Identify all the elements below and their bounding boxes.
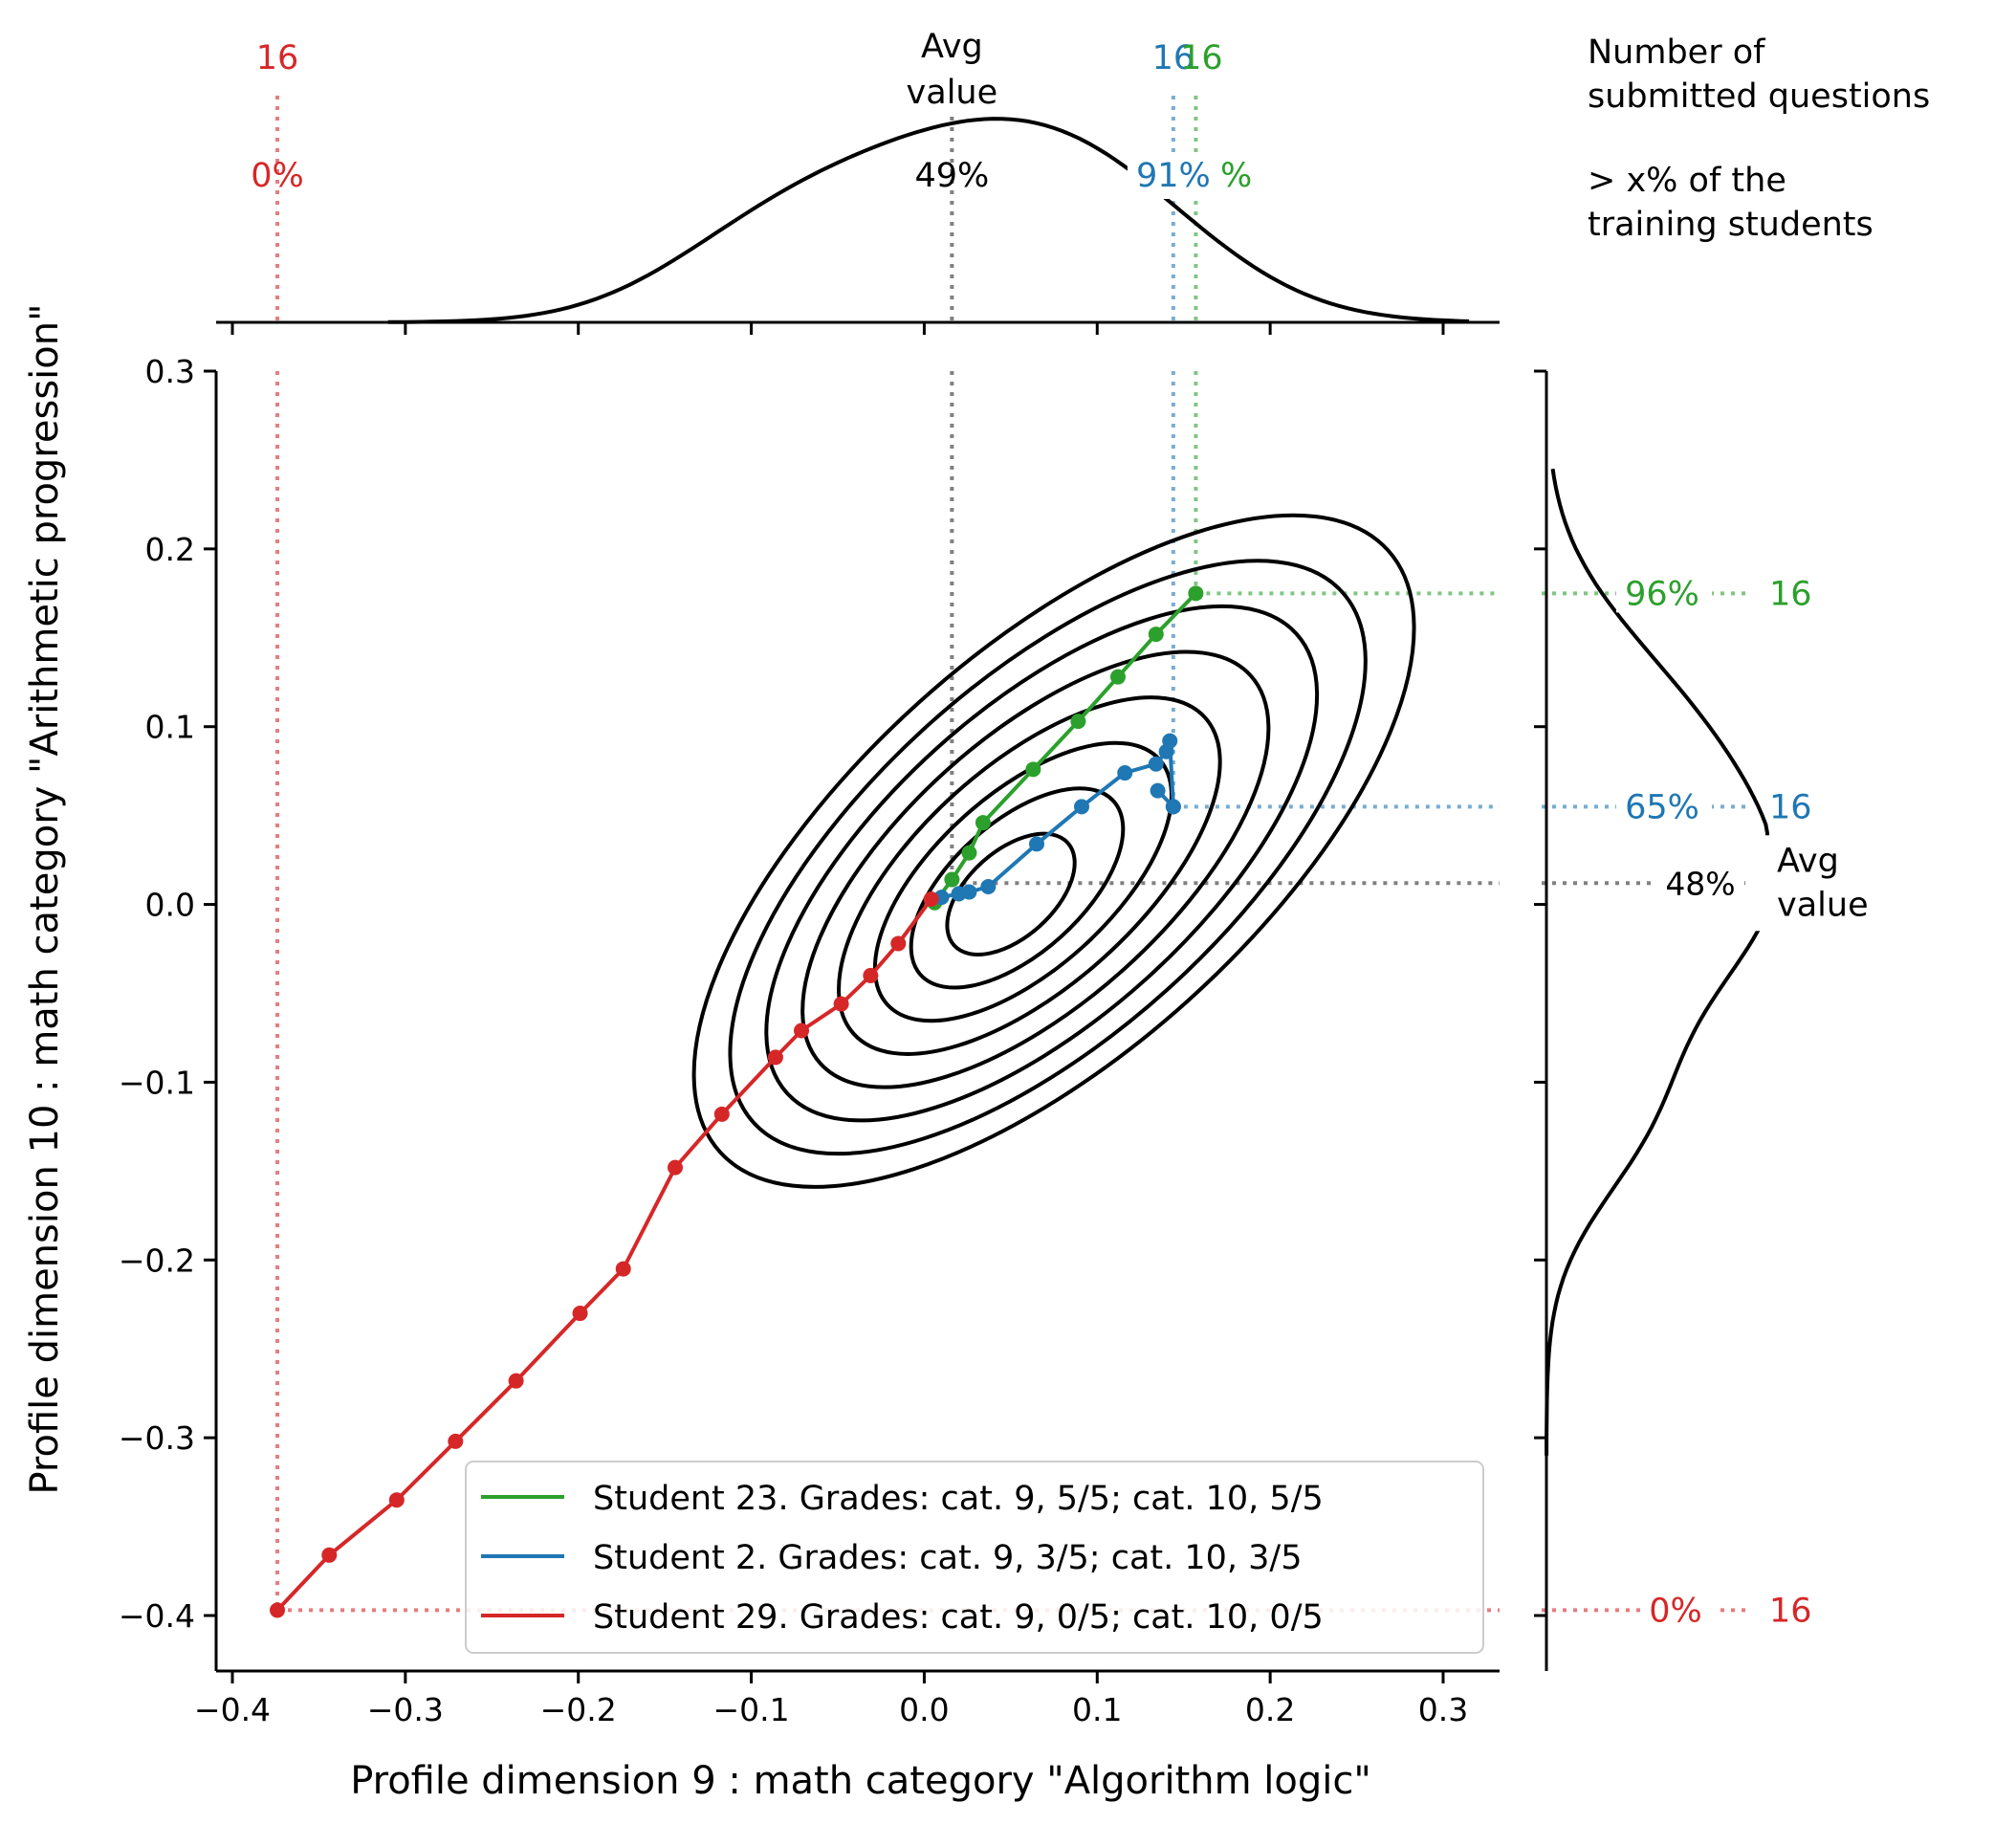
- y-tick-label: 0.3: [145, 353, 195, 390]
- right-count-red: 16: [1769, 1592, 1812, 1630]
- series-point-1: [961, 884, 977, 900]
- legend: Student 23. Grades: cat. 9, 5/5; cat. 10…: [465, 1461, 1484, 1654]
- series-point-0: [944, 871, 960, 888]
- label-background: [1752, 835, 1876, 932]
- series-point-2: [448, 1433, 464, 1449]
- y-tick-label: 0.0: [145, 887, 195, 924]
- series-point-2: [923, 891, 939, 907]
- density-contour: [945, 831, 1077, 956]
- avg-label-right-line1: Avg: [1777, 842, 1839, 880]
- info-line-2: submitted questions: [1588, 77, 1930, 116]
- series-point-2: [388, 1492, 405, 1508]
- density-contour: [764, 604, 1320, 1123]
- top-marginal-density: [387, 117, 1470, 324]
- label-background: [1616, 564, 1712, 613]
- x-tick-label: 0.2: [1245, 1691, 1295, 1728]
- info-line-1: Number of: [1588, 33, 1765, 72]
- series-point-2: [615, 1261, 631, 1277]
- avg-label-top-line1: Avg: [921, 28, 983, 66]
- series-point-0: [1188, 585, 1204, 602]
- avg-percent-right: 48%: [1665, 865, 1735, 902]
- series-point-0: [1148, 627, 1164, 643]
- top-count-green: 16: [1180, 39, 1223, 77]
- series-point-2: [890, 935, 907, 952]
- density-contour: [800, 649, 1271, 1089]
- right-percent-blue: 65%: [1625, 788, 1699, 826]
- axes: −0.4 −0.3 −0.2 −0.1 0.0 0.1 0.2 0.3 −0.4 −0.3 −0.2…: [119, 353, 1500, 1728]
- top-count-red: 16: [256, 39, 299, 77]
- density-contour: [691, 513, 1416, 1189]
- x-axis-label: Profile dimension 9 : math category "Alg…: [350, 1759, 1371, 1803]
- series-point-2: [713, 1106, 730, 1122]
- series-point-0: [1025, 761, 1041, 778]
- series-point-2: [270, 1602, 286, 1618]
- series-point-2: [767, 1049, 783, 1066]
- top-percent-red: 0%: [251, 157, 304, 195]
- series-point-2: [508, 1373, 524, 1389]
- series-point-0: [961, 845, 977, 861]
- right-count-green: 16: [1769, 575, 1812, 613]
- label-background: [1640, 1581, 1717, 1630]
- right-count-blue: 16: [1769, 788, 1812, 826]
- series-point-1: [1028, 836, 1044, 852]
- right-marginal-density: [1545, 468, 1769, 1456]
- right-percent-green: 96%: [1625, 575, 1699, 613]
- info-line-3: > x% of the: [1588, 162, 1786, 200]
- x-tick-label: 0.1: [1072, 1691, 1122, 1728]
- x-tick-label: 0.3: [1418, 1691, 1468, 1728]
- series-point-2: [833, 996, 849, 1012]
- series-point-1: [1074, 799, 1090, 815]
- y-tick-label: −0.1: [119, 1064, 195, 1101]
- y-axis-label: Profile dimension 10 : math category "Ar…: [23, 304, 67, 1495]
- series-point-1: [1148, 756, 1164, 772]
- x-tick-label: −0.3: [367, 1691, 444, 1728]
- x-tick-label: 0.0: [899, 1691, 949, 1728]
- x-tick-label: −0.4: [194, 1691, 271, 1728]
- y-tick-label: 0.1: [145, 709, 195, 746]
- legend-label-student-23: Student 23. Grades: cat. 9, 5/5; cat. 10…: [593, 1480, 1324, 1518]
- series-point-1: [1162, 733, 1178, 749]
- info-line-4: training students: [1588, 206, 1874, 244]
- avg-label-top-line2: value: [907, 74, 998, 112]
- y-tick-label: −0.4: [119, 1597, 195, 1635]
- series-point-0: [975, 815, 991, 831]
- y-tick-label: −0.3: [119, 1419, 195, 1457]
- legend-box: [465, 1461, 1484, 1654]
- y-tick-label: 0.2: [145, 531, 195, 568]
- y-tick-label: −0.2: [119, 1242, 195, 1279]
- x-tick-label: −0.2: [540, 1691, 617, 1728]
- series-point-2: [863, 967, 879, 983]
- series-point-2: [794, 1022, 810, 1039]
- series-point-2: [572, 1306, 588, 1322]
- avg-label-right-line2: value: [1777, 886, 1869, 924]
- density-contours: [691, 513, 1416, 1189]
- density-contour: [837, 695, 1222, 1056]
- annotation-labels: 160%161691%91%Avgvalue49%96%65%0%48%1616…: [251, 19, 1876, 1630]
- density-contour: [909, 786, 1126, 990]
- series-point-1: [1165, 799, 1181, 815]
- label-background: [1656, 854, 1744, 903]
- top-count-blue: 16: [1152, 39, 1195, 77]
- series-point-0: [1109, 669, 1126, 685]
- marginal-distributions: [216, 117, 1769, 1671]
- series-point-1: [1150, 782, 1166, 799]
- avg-percent-top: 49%: [914, 157, 989, 195]
- series-point-2: [321, 1547, 338, 1563]
- top-percent-blue: 91%: [1136, 157, 1211, 195]
- density-contour: [728, 559, 1368, 1156]
- label-background: [1127, 153, 1219, 199]
- series-point-2: [667, 1159, 683, 1176]
- legend-label-student-2: Student 2. Grades: cat. 9, 3/5; cat. 10,…: [593, 1539, 1303, 1577]
- label-background: [1616, 778, 1712, 826]
- label-background: [880, 19, 1024, 115]
- legend-label-student-29: Student 29. Grades: cat. 9, 0/5; cat. 10…: [593, 1598, 1324, 1637]
- series-point-1: [1117, 765, 1133, 781]
- x-tick-label: −0.1: [713, 1691, 790, 1728]
- student-trajectories: [270, 585, 1204, 1618]
- series-point-0: [1070, 714, 1086, 730]
- series-point-1: [980, 878, 997, 894]
- right-percent-red: 0%: [1649, 1592, 1702, 1630]
